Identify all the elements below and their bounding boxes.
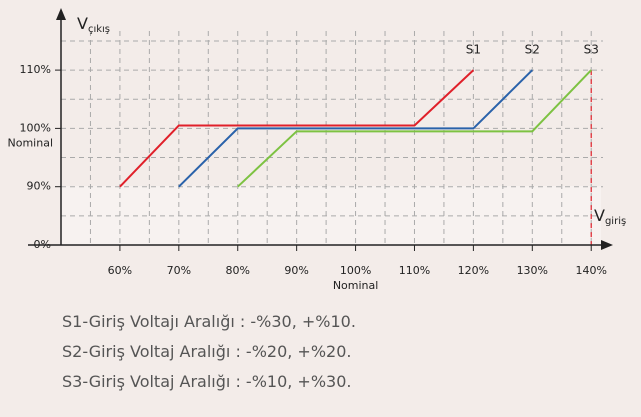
note: S2-Giriş Voltaj Aralığı : -%20, +%20.	[62, 342, 352, 361]
x-tick-label: 110%	[399, 264, 430, 277]
series-label: S1	[466, 43, 481, 57]
y-tick-label: 110%	[20, 63, 51, 76]
x-tick-label: 130%	[517, 264, 548, 277]
x-tick-label: 70%	[167, 264, 191, 277]
x-tick-label: 80%	[226, 264, 250, 277]
x-tick-label: 120%	[458, 264, 489, 277]
series-line	[178, 69, 534, 188]
y-tick-label: 90%	[27, 180, 51, 193]
axis-label: Vçıkış	[77, 14, 110, 36]
y-tick-label: 100%	[20, 121, 51, 134]
axis-label: Vgiriş	[594, 206, 626, 228]
axis-label-sub: çıkış	[88, 24, 110, 35]
series-line	[119, 69, 475, 188]
axis-label-sub: giriş	[605, 216, 626, 227]
x-tick-sublabel: Nominal	[333, 279, 379, 292]
x-tick-label: 60%	[108, 264, 132, 277]
x-tick-label: 100%	[340, 264, 371, 277]
axis-label-main: V	[594, 206, 605, 225]
x-axis-arrow	[601, 240, 613, 250]
y-axis-arrow	[56, 8, 66, 20]
y-tick-sublabel: Nominal	[8, 136, 54, 149]
note: S3-Giriş Voltaj Aralığı : -%10, +%30.	[62, 372, 352, 391]
note: S1-Giriş Voltajı Aralığı : -%30, +%10.	[62, 312, 356, 331]
series-label: S3	[584, 43, 599, 57]
x-tick-label: 140%	[575, 264, 606, 277]
axis-label-main: V	[77, 14, 88, 33]
x-tick-label: 90%	[284, 264, 308, 277]
series-label: S2	[525, 43, 540, 57]
series-line	[237, 69, 592, 188]
